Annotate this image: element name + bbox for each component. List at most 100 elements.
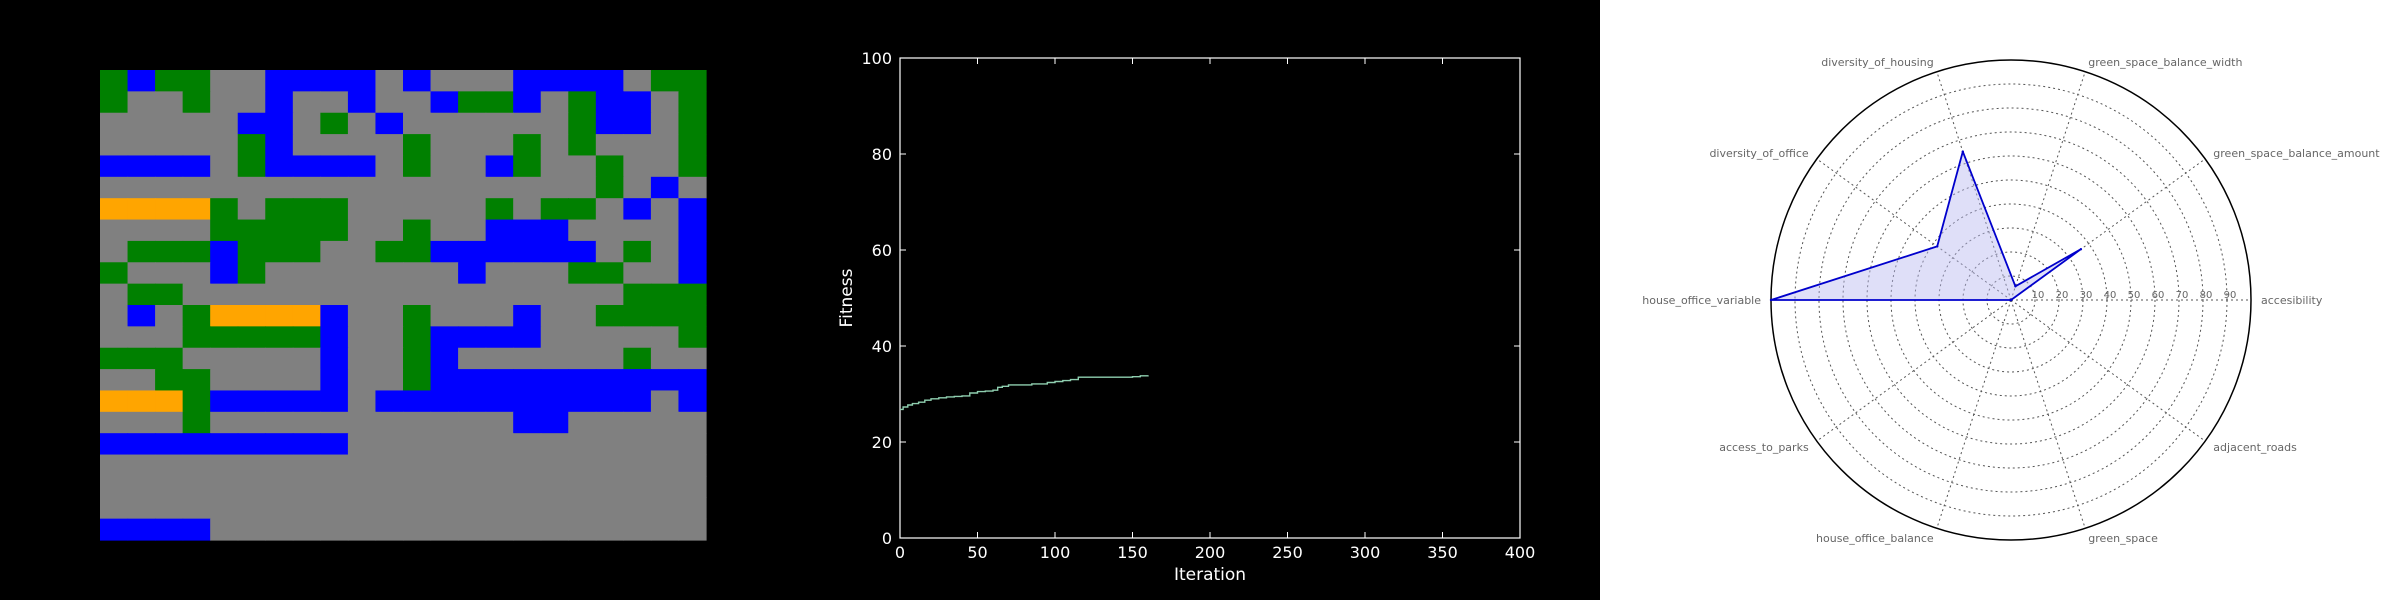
grid-cell-road xyxy=(650,454,680,477)
grid-cell-road xyxy=(210,347,239,370)
grid-cell-road xyxy=(403,198,432,221)
grid-cell-road xyxy=(155,262,184,285)
grid-cell-road xyxy=(595,198,624,221)
grid-cell-road xyxy=(210,91,239,114)
grid-cell-road xyxy=(127,326,156,349)
grid-cell-road xyxy=(237,497,266,520)
fitness-line-chart: 0 50 100 150 200 250 300 350 400 0 20 40 60 80 100 Iter… xyxy=(837,49,1535,585)
grid-cell-road xyxy=(182,219,211,242)
grid-cell-blue xyxy=(265,134,294,157)
grid-cell-road xyxy=(595,283,624,306)
grid-cell-orange xyxy=(265,305,294,327)
grid-cell-blue xyxy=(100,155,129,178)
fitness-series-line xyxy=(900,375,1149,411)
grid-cell-road xyxy=(210,518,239,541)
grid-cell-road xyxy=(100,305,129,327)
radial-spoke xyxy=(2010,299,2206,442)
grid-cell-blue xyxy=(513,390,542,413)
grid-cell-green xyxy=(403,219,432,242)
grid-cell-road xyxy=(650,326,680,349)
grid-cell-blue xyxy=(540,411,569,434)
grid-cell-road xyxy=(375,176,404,199)
grid-cell-blue xyxy=(513,305,542,327)
radial-spoke xyxy=(2010,299,2086,529)
grid-cell-road xyxy=(568,347,597,370)
grid-cell-blue xyxy=(127,155,156,178)
grid-cell-blue xyxy=(237,433,266,456)
grid-cell-road xyxy=(127,497,156,520)
grid-cell-road xyxy=(403,518,432,541)
grid-cell-road xyxy=(485,411,514,434)
grid-cell-blue xyxy=(513,219,542,242)
grid-cell-road xyxy=(623,219,652,242)
fitness-chart-panel: 0 50 100 150 200 250 300 350 400 0 20 40 60 80 100 Iter… xyxy=(800,0,1600,600)
grid-cell-green xyxy=(237,240,266,263)
grid-cell-green xyxy=(182,390,211,413)
grid-cell-road xyxy=(265,454,294,477)
radar-series-area xyxy=(1770,150,2082,301)
grid-cell-blue xyxy=(568,369,597,392)
grid-cell-road xyxy=(292,411,321,434)
grid-cell-blue xyxy=(513,70,542,92)
grid-cell-green xyxy=(458,91,487,114)
grid-cell-road xyxy=(347,475,377,498)
grid-cell-orange xyxy=(127,390,156,413)
criteria-radar-chart: 10 20 30 40 50 60 70 80 90 accesibility green_spac… xyxy=(1642,56,2380,545)
radar-data-point xyxy=(1769,298,1773,302)
grid-cell-road xyxy=(265,518,294,541)
x-tick-label: 50 xyxy=(967,543,987,562)
grid-cell-road xyxy=(210,283,239,306)
grid-cell-blue xyxy=(540,390,569,413)
grid-cell-green xyxy=(182,240,211,263)
grid-cell-road xyxy=(485,70,514,92)
grid-cell-road xyxy=(430,433,459,456)
grid-cell-green xyxy=(595,176,624,199)
grid-cell-road xyxy=(623,497,652,520)
grid-cell-blue xyxy=(375,390,404,413)
grid-cell-road xyxy=(458,497,487,520)
grid-cell-road xyxy=(347,454,377,477)
grid-cell-green xyxy=(568,134,597,157)
grid-cell-road xyxy=(155,305,184,327)
grid-cell-road xyxy=(568,155,597,178)
grid-cell-blue xyxy=(513,369,542,392)
grid-cell-blue xyxy=(513,326,542,349)
grid-cell-green xyxy=(678,155,707,178)
grid-cell-road xyxy=(540,518,569,541)
grid-cell-blue xyxy=(182,433,211,456)
grid-cell-road xyxy=(485,134,514,157)
grid-cell-road xyxy=(320,240,349,263)
grid-cell-blue xyxy=(100,518,129,541)
radial-spoke xyxy=(1816,158,2012,301)
grid-cell-road xyxy=(292,283,321,306)
grid-cell-road xyxy=(430,262,459,285)
grid-cell-green xyxy=(127,240,156,263)
grid-cell-green xyxy=(292,240,321,263)
grid-cell-road xyxy=(347,497,377,520)
grid-cell-road xyxy=(650,91,680,114)
grid-cell-road xyxy=(430,176,459,199)
grid-cell-road xyxy=(210,454,239,477)
radial-grid-ring xyxy=(1842,131,2180,469)
grid-cell-road xyxy=(678,176,707,199)
grid-cell-road xyxy=(292,176,321,199)
x-tick-label: 150 xyxy=(1117,543,1148,562)
grid-cell-road xyxy=(595,347,624,370)
land-use-grid xyxy=(100,70,707,541)
radial-tick-label: 10 xyxy=(2032,290,2045,301)
grid-cell-green xyxy=(292,198,321,221)
y-tick-label: 80 xyxy=(872,145,892,164)
grid-cell-green xyxy=(623,347,652,370)
y-tick-label: 100 xyxy=(861,49,892,68)
grid-cell-road xyxy=(237,454,266,477)
grid-cell-blue xyxy=(678,219,707,242)
grid-cell-blue xyxy=(485,240,514,263)
grid-cell-road xyxy=(513,433,542,456)
grid-cell-road xyxy=(237,411,266,434)
grid-cell-blue xyxy=(210,240,239,263)
grid-cell-road xyxy=(678,475,707,498)
grid-cell-road xyxy=(458,198,487,221)
grid-cell-green xyxy=(292,219,321,242)
grid-cell-road xyxy=(375,305,404,327)
grid-cell-blue xyxy=(265,70,294,92)
